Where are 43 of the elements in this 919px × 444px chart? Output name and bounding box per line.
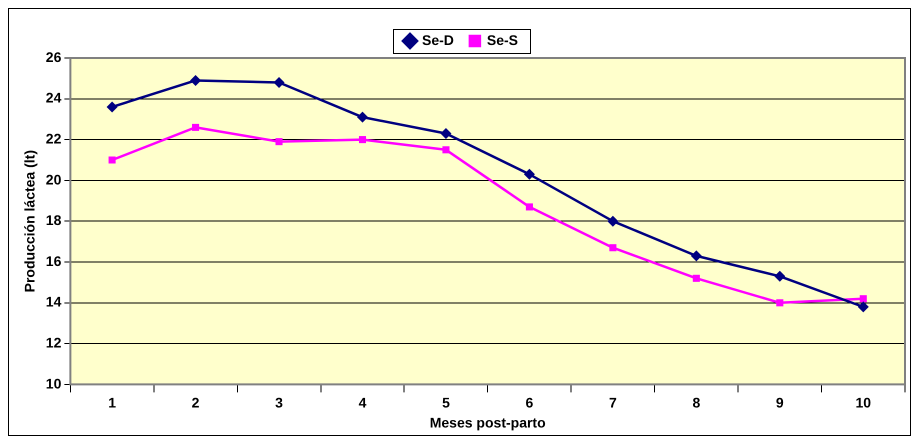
point (774, 270, 786, 282)
point (609, 244, 616, 252)
y-tick-label: 14 (46, 294, 62, 310)
legend-label: Se-S (486, 32, 518, 48)
y-tick-label: 26 (46, 48, 62, 65)
x-tick-label: 9 (776, 394, 784, 411)
legend-label: Se-D (422, 32, 454, 48)
point (692, 274, 700, 282)
x-axis-title: Meses post-parto (430, 414, 546, 430)
point (275, 138, 283, 146)
x-tick-label: 1 (108, 394, 116, 411)
x-tick-label: 8 (692, 394, 700, 411)
y-tick-label: 10 (46, 375, 62, 392)
x-tick-label: 4 (358, 394, 367, 411)
y-tick-label: 16 (46, 252, 62, 269)
point (190, 74, 202, 86)
point (776, 299, 784, 306)
x-tick-label: 5 (442, 394, 450, 411)
point (607, 216, 618, 227)
y-axis-title: Producción láctea (lt) (21, 150, 38, 292)
point (106, 101, 118, 112)
point (108, 156, 116, 164)
y-tick-label: 12 (46, 334, 62, 350)
point (524, 168, 535, 180)
point (858, 301, 869, 312)
x-tick-label: 3 (275, 394, 284, 411)
point (192, 124, 200, 131)
point (690, 250, 702, 262)
point (526, 203, 533, 210)
y-tick-label: 18 (46, 212, 62, 228)
point (442, 146, 450, 154)
y-tick-label: 22 (46, 130, 62, 146)
x-tick-label: 6 (526, 394, 534, 411)
point (274, 76, 285, 88)
point (860, 295, 867, 302)
x-tick-label: 10 (855, 394, 872, 411)
x-tick-label: 2 (192, 394, 200, 411)
y-tick-label: 24 (46, 90, 62, 106)
point (356, 112, 368, 123)
y-tick-label: 20 (46, 171, 62, 188)
point (440, 128, 452, 139)
point (358, 136, 366, 144)
x-tick-label: 7 (608, 394, 617, 411)
